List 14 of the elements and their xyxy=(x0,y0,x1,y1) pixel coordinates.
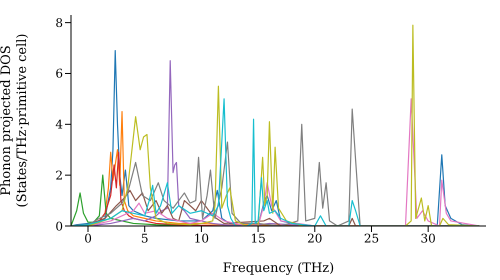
y-tick-label: 0 xyxy=(55,219,63,234)
x-tick-label: 20 xyxy=(307,232,322,246)
x-tick-label: 0 xyxy=(84,232,92,246)
y-tick-label: 8 xyxy=(55,16,63,30)
x-axis-title: Frequency (THz) xyxy=(222,261,334,276)
y-tick-label: 4 xyxy=(55,118,64,132)
x-tick-label: 25 xyxy=(364,232,380,246)
y-axis-title: Phonon projected DOS (States/THz·primitive cell) xyxy=(0,33,30,208)
x-tick-label: 10 xyxy=(194,232,210,246)
y-tick-label: 6 xyxy=(55,66,63,81)
x-tick-label: 30 xyxy=(420,232,436,246)
x-tick-label: 15 xyxy=(250,232,266,246)
y-tick-label: 2 xyxy=(55,168,63,182)
x-tick-label: 5 xyxy=(140,232,149,246)
